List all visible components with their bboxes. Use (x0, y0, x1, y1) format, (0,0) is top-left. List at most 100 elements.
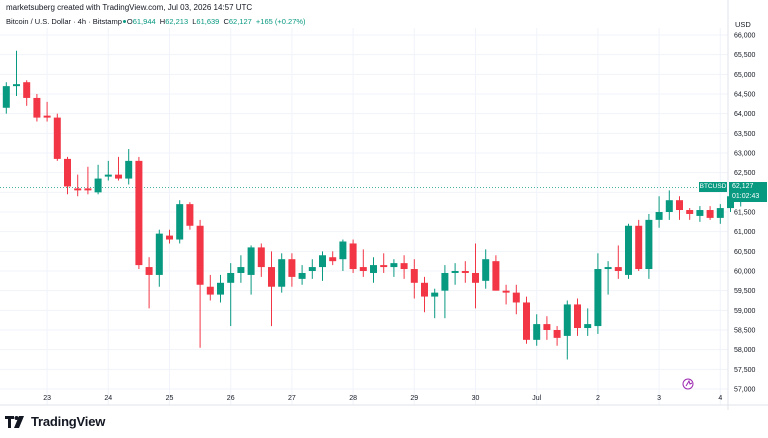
candle-up (217, 282, 224, 295)
symbol-label: Bitcoin / U.S. Dollar · 4h · Bitstamp (6, 17, 122, 26)
candle-up (104, 174, 112, 177)
candle-up (533, 324, 541, 340)
y-tick-label: 64,000 (734, 111, 756, 118)
candle-down (64, 158, 71, 187)
y-tick-label: 60,000 (734, 269, 756, 276)
status-dot (122, 20, 126, 24)
candle-up (604, 267, 612, 270)
candle-down (268, 267, 275, 287)
candle-up (308, 267, 316, 271)
y-tick-label: 58,000 (734, 347, 756, 354)
y-tick-label: 59,000 (734, 308, 756, 315)
y-tick-label: 63,000 (734, 151, 756, 158)
candle-up (370, 265, 377, 273)
y-tick-label: 57,000 (734, 387, 756, 394)
y-tick-label: 65,500 (734, 52, 756, 59)
candle-down (84, 188, 92, 191)
candle-down (115, 174, 122, 179)
x-tick-label: Jul (532, 395, 541, 402)
candle-up (584, 324, 592, 329)
replay-icon[interactable] (682, 378, 694, 390)
candle-down (400, 263, 408, 270)
candle-up (563, 304, 571, 336)
x-tick-label: 28 (349, 395, 357, 402)
y-tick-label: 66,000 (734, 33, 756, 40)
open-value: 61,944 (132, 17, 156, 26)
change-value: +165 (+0.27%) (255, 17, 306, 26)
y-tick-label: 61,000 (734, 229, 756, 236)
candle-up (339, 241, 347, 260)
candle-down (461, 271, 469, 273)
x-tick-label: 26 (227, 395, 235, 402)
y-tick-label: 64,500 (734, 92, 756, 99)
candle-down (676, 200, 683, 211)
high-value: 62,213 (165, 17, 189, 26)
y-tick-label: 63,500 (734, 131, 756, 138)
candle-down (359, 267, 367, 271)
candle-down (288, 259, 296, 277)
candle-up (319, 255, 326, 268)
ticker-tag: BTCUSD (699, 182, 727, 193)
candle-up (665, 200, 673, 212)
candle-down (33, 97, 41, 118)
candle-down (349, 243, 357, 270)
bar-countdown: 01:02:43 (732, 193, 760, 201)
low-label: L (192, 17, 197, 26)
y-tick-label: 62,500 (734, 170, 756, 177)
x-tick-label: 25 (166, 395, 174, 402)
x-tick-label: 23 (43, 395, 51, 402)
candle-down (614, 267, 622, 271)
currency-label: USD (735, 20, 751, 29)
candle-up (696, 210, 704, 216)
candle-down (686, 210, 694, 214)
candle-up (237, 267, 245, 273)
tradingview-logo[interactable]: TradingView (5, 414, 105, 429)
x-tick-label: 24 (104, 395, 112, 402)
y-tick-label: 59,500 (734, 288, 756, 295)
last-price-value: 62,127 (732, 183, 754, 191)
candle-down (329, 257, 337, 262)
candle-down (145, 267, 153, 275)
candle-up (298, 272, 306, 279)
ohlc-legend: Bitcoin / U.S. Dollar · 4h · Bitstamp O61… (6, 17, 308, 26)
y-tick-label: 58,500 (734, 328, 756, 335)
candle-up (441, 272, 449, 291)
candle-down (523, 302, 530, 340)
candle-down (421, 282, 428, 297)
candle-down (74, 188, 82, 191)
candle-up (227, 272, 235, 283)
candle-up (94, 178, 102, 193)
candle-up (594, 269, 602, 327)
replay-icon-glyph (685, 379, 693, 387)
candle-up (125, 160, 133, 179)
candle-down (492, 261, 500, 291)
tradingview-logo-text: TradingView (31, 414, 106, 429)
candle-up (278, 259, 286, 287)
candle-up (655, 212, 663, 220)
x-tick-label: 29 (410, 395, 418, 402)
candle-down (53, 117, 61, 159)
candle-down (635, 225, 643, 270)
candle-up (2, 86, 10, 108)
high-label: H (159, 17, 166, 26)
low-value: 61,639 (196, 17, 220, 26)
x-tick-label: 27 (288, 395, 296, 402)
candle-down (166, 235, 173, 240)
candle-down (206, 286, 214, 295)
candle-up (155, 233, 163, 275)
candle-down (196, 225, 204, 285)
chart-credit: marketsuberg created with TradingView.co… (6, 3, 253, 12)
close-label: C (223, 17, 229, 26)
last-price-tag: BTCUSD 62,127 01:02:43 (699, 182, 767, 203)
open-label: O (126, 17, 133, 26)
y-tick-label: 61,500 (734, 210, 756, 217)
candle-up (247, 247, 255, 275)
x-tick-label: 4 (718, 395, 722, 402)
candle-down (257, 247, 265, 268)
candle-down (543, 324, 551, 330)
candle-down (512, 292, 520, 303)
x-tick-label: 3 (657, 395, 661, 402)
candle-down (472, 272, 479, 283)
candle-down (380, 265, 388, 268)
